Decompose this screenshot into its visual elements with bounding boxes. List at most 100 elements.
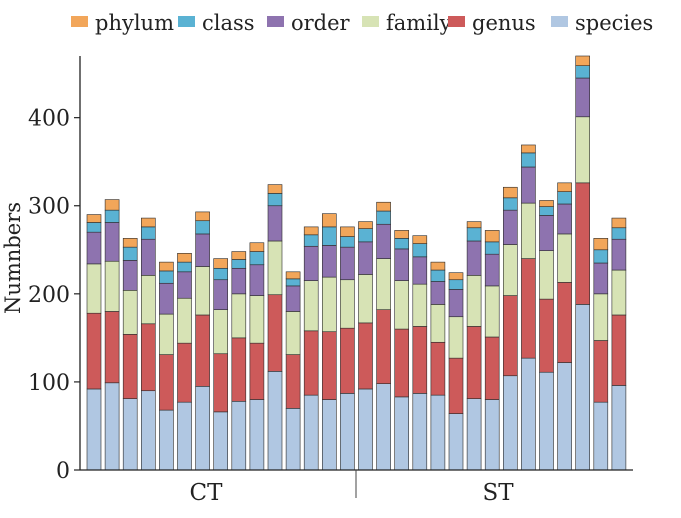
y-tick-label: 200 xyxy=(28,283,70,308)
bar-stack xyxy=(249,242,265,471)
bar-stack xyxy=(104,199,120,471)
bar-segment-class xyxy=(122,246,138,261)
bar-segment-order xyxy=(249,264,265,296)
bar-segment-family xyxy=(303,280,319,332)
bar-segment-species xyxy=(104,382,120,471)
bar-segment-class xyxy=(430,269,446,282)
bar-segment-phylum xyxy=(104,199,120,211)
bar-segment-species xyxy=(231,400,247,471)
bar-segment-class xyxy=(285,278,301,287)
bar-segment-genus xyxy=(249,342,265,400)
bar-stack xyxy=(213,258,228,471)
bar-segment-species xyxy=(303,394,319,471)
bar-segment-family xyxy=(484,285,500,338)
bar-segment-phylum xyxy=(611,217,627,229)
y-ticks: 0 100 200 300 400 xyxy=(28,107,80,484)
bar-segment-phylum xyxy=(575,55,591,66)
bar-stack xyxy=(376,201,391,471)
bar-segment-phylum xyxy=(249,242,265,252)
bar-segment-species xyxy=(141,390,156,471)
bar-segment-phylum xyxy=(177,253,192,263)
bar-stack xyxy=(267,184,283,471)
bar-segment-phylum xyxy=(86,214,102,223)
bar-segment-species xyxy=(484,399,500,471)
bar-stack xyxy=(340,226,355,471)
bar-segment-family xyxy=(466,275,482,327)
bar-segment-genus xyxy=(122,334,138,399)
group-label-ct: CT xyxy=(190,480,224,506)
bar-segment-class xyxy=(303,234,319,247)
bar-stack xyxy=(575,55,591,471)
bar-segment-genus xyxy=(159,354,174,411)
legend-label: class xyxy=(202,11,255,35)
bar-segment-order xyxy=(539,215,554,251)
bar-segment-order xyxy=(521,166,536,204)
bar-segment-order xyxy=(104,222,120,262)
bar-stack xyxy=(285,271,301,471)
bar-segment-phylum xyxy=(521,144,536,154)
bar-segment-order xyxy=(303,245,319,281)
legend-swatch xyxy=(178,16,195,27)
bar-segment-class xyxy=(376,210,391,225)
bar-segment-phylum xyxy=(448,272,464,281)
bar-segment-phylum xyxy=(484,230,500,243)
bar-stack xyxy=(466,221,482,471)
bar-segment-order xyxy=(575,77,591,118)
bar-segment-family xyxy=(231,293,247,339)
legend-swatch xyxy=(551,16,568,27)
bar-stack xyxy=(195,211,210,471)
legend-swatch xyxy=(362,16,379,27)
bar-segment-phylum xyxy=(502,186,518,199)
bars xyxy=(86,55,627,471)
bar-segment-order xyxy=(159,282,174,315)
bar-segment-order xyxy=(213,279,228,310)
bar-segment-family xyxy=(177,297,192,344)
bar-segment-species xyxy=(502,375,518,471)
legend-swatch xyxy=(448,16,465,27)
legend-label: genus xyxy=(472,11,536,35)
bar-segment-class xyxy=(502,197,518,211)
bar-segment-order xyxy=(593,262,609,295)
bar-segment-order xyxy=(86,231,102,265)
y-axis-title: Numnbers xyxy=(1,202,25,314)
legend-label: phylum xyxy=(95,11,174,35)
bar-segment-order xyxy=(321,245,337,278)
bar-segment-order xyxy=(394,248,410,281)
bar-segment-genus xyxy=(104,311,120,384)
bar-segment-family xyxy=(593,293,609,341)
bar-stack xyxy=(593,238,609,471)
legend-item-family: family xyxy=(362,11,452,35)
bar-segment-genus xyxy=(195,314,210,387)
bar-segment-genus xyxy=(430,341,446,396)
bar-segment-class xyxy=(177,261,192,273)
bar-stack xyxy=(502,186,518,471)
bar-segment-family xyxy=(448,316,464,359)
bar-segment-genus xyxy=(303,330,319,396)
bar-segment-order xyxy=(484,253,500,287)
bar-segment-class xyxy=(141,226,156,240)
bar-stack xyxy=(122,238,138,471)
bar-segment-species xyxy=(159,409,174,471)
bar-segment-species xyxy=(539,371,554,471)
bar-segment-class xyxy=(448,279,464,290)
bar-segment-species xyxy=(557,362,572,471)
bar-stack xyxy=(86,214,102,471)
bar-segment-family xyxy=(122,290,138,335)
bar-segment-order xyxy=(466,240,482,276)
bar-segment-genus xyxy=(358,322,373,390)
bar-segment-family xyxy=(159,313,174,355)
bar-segment-phylum xyxy=(231,251,247,260)
bar-segment-genus xyxy=(321,331,337,400)
bar-segment-genus xyxy=(484,336,500,400)
bar-segment-order xyxy=(358,241,373,275)
bar-segment-class xyxy=(539,206,554,216)
bar-segment-genus xyxy=(521,258,536,359)
bar-segment-class xyxy=(412,243,428,258)
bar-segment-species xyxy=(321,399,337,471)
bar-segment-order xyxy=(340,246,355,281)
bar-segment-phylum xyxy=(593,238,609,251)
bar-segment-species xyxy=(593,401,609,471)
bar-segment-phylum xyxy=(466,221,482,229)
bar-segment-order xyxy=(141,238,156,276)
